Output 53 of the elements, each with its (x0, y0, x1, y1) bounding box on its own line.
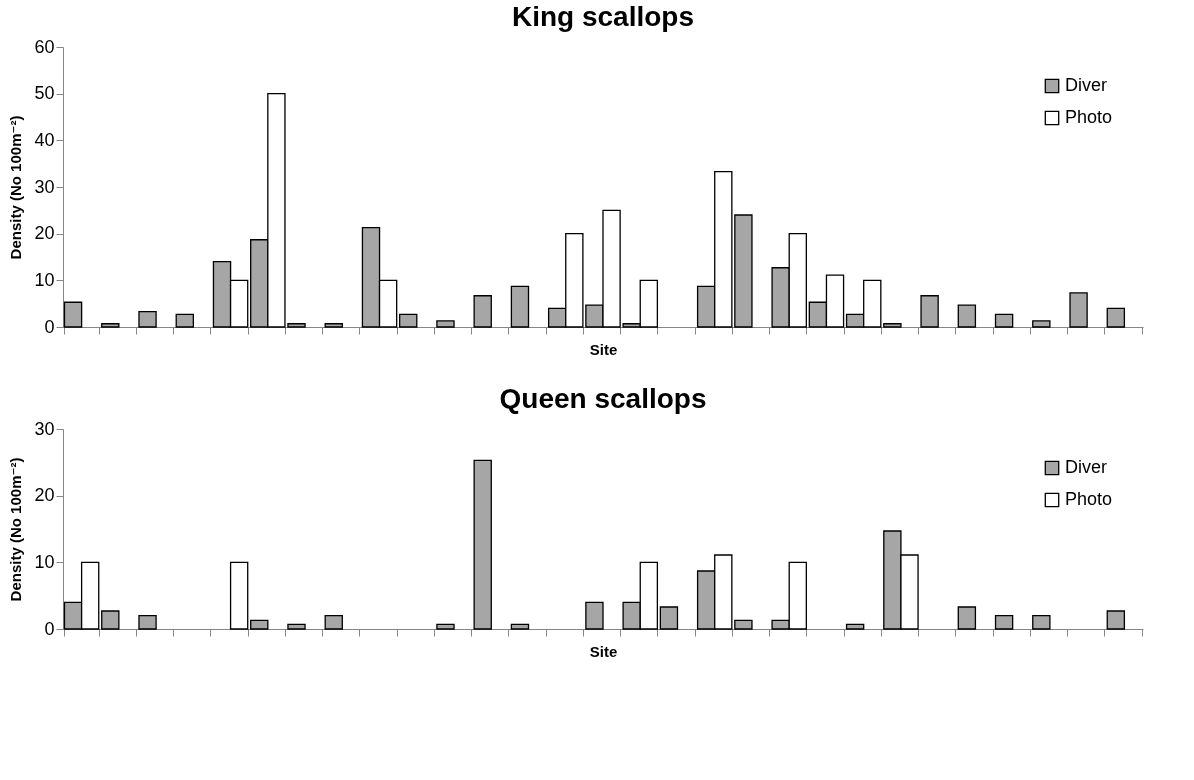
bar (845, 623, 865, 630)
x-axis-title: Site (589, 341, 618, 358)
bar (957, 304, 977, 328)
y-tick-label: 30 (34, 418, 55, 439)
bar (957, 606, 977, 630)
bar (473, 295, 492, 328)
bar (585, 601, 604, 630)
bar (994, 313, 1014, 328)
legend-label: Photo (1065, 489, 1113, 509)
y-axis-title: Density (No 100m⁻²) (7, 457, 25, 602)
bar (883, 323, 902, 328)
bar (101, 323, 120, 328)
y-tick-label: 40 (34, 129, 55, 150)
y-tick-label: 0 (44, 618, 55, 639)
chart-title: King scallops (511, 1, 695, 32)
bar (175, 313, 194, 328)
bar (324, 323, 343, 328)
bar (138, 615, 157, 630)
bar (63, 301, 83, 328)
bar (399, 313, 418, 328)
bar (1032, 320, 1051, 328)
y-tick-label: 60 (34, 36, 55, 57)
bar (229, 561, 249, 630)
bar (138, 310, 157, 328)
bar (1106, 307, 1126, 328)
bar (250, 619, 269, 630)
legend-label: Diver (1065, 75, 1108, 95)
y-tick-label: 50 (34, 83, 55, 104)
legend-label: Photo (1065, 107, 1113, 127)
bar (659, 606, 679, 630)
chart-title: Queen scallops (499, 383, 707, 414)
bar (101, 610, 120, 630)
bar (1032, 615, 1051, 630)
bar (473, 459, 492, 630)
y-tick-label: 30 (34, 176, 55, 197)
x-axis-title: Site (589, 643, 618, 660)
bar (920, 295, 939, 328)
bar (436, 320, 455, 328)
y-tick-label: 20 (34, 485, 55, 506)
bar (287, 623, 306, 630)
bar (1106, 610, 1126, 630)
y-tick-label: 10 (34, 269, 55, 290)
y-tick-label: 20 (34, 223, 55, 244)
y-tick-label: 10 (34, 551, 55, 572)
bar (510, 623, 530, 630)
bar (436, 623, 455, 630)
bar (510, 285, 530, 328)
bar (994, 615, 1014, 630)
y-axis-title: Density (No 100m⁻²) (7, 115, 25, 260)
bar (1069, 292, 1088, 328)
y-tick-label: 0 (44, 316, 55, 337)
bar (324, 615, 343, 630)
legend-label: Diver (1065, 457, 1108, 477)
